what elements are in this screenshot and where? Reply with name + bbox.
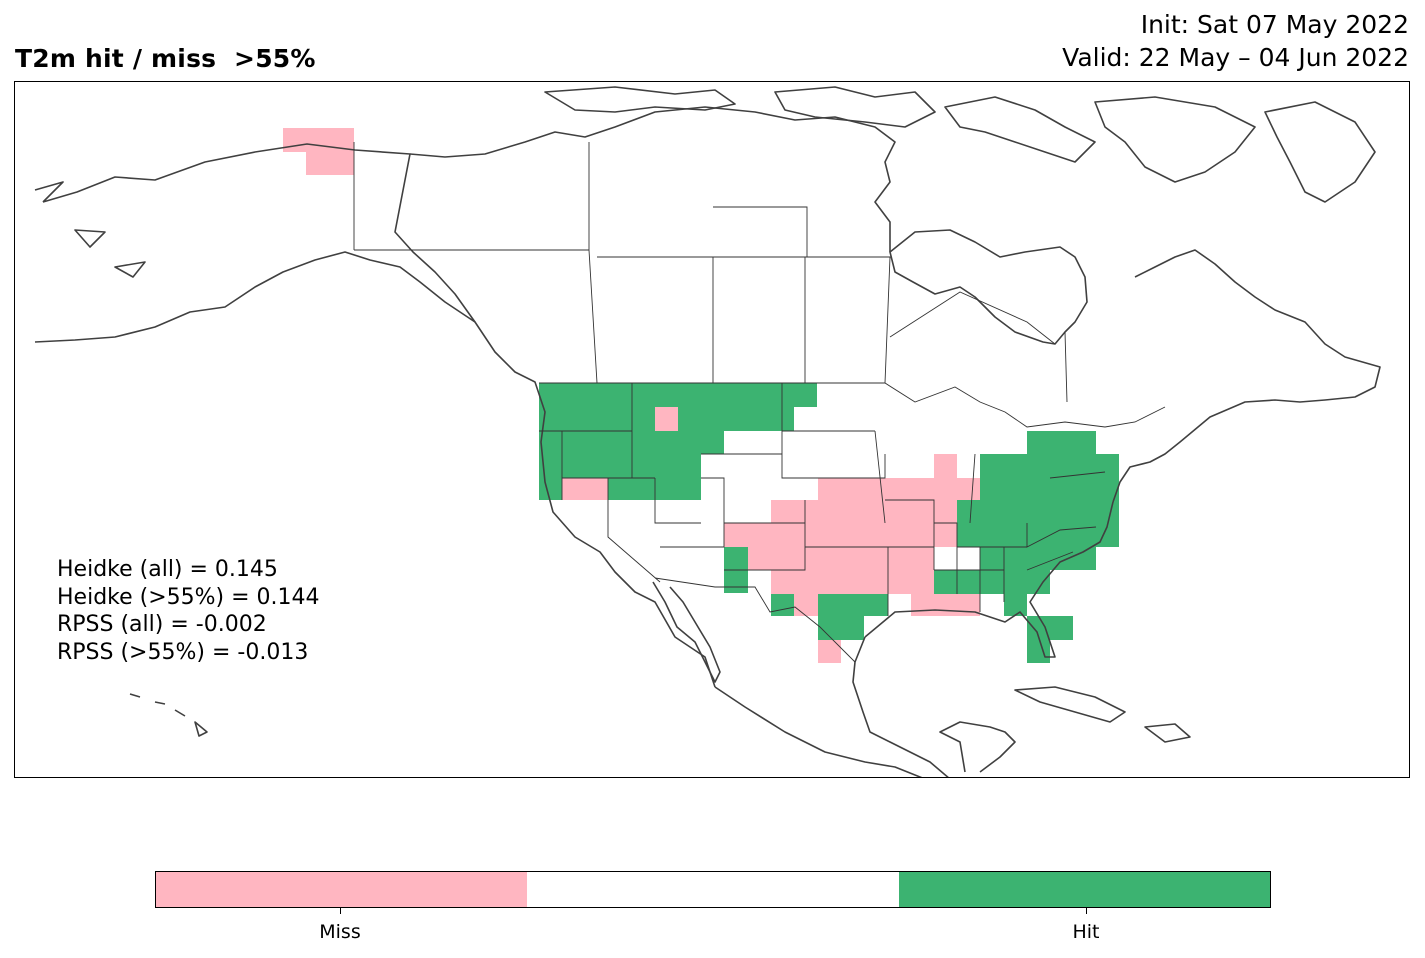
coastlines xyxy=(34,86,1381,777)
miss-cell-alaska xyxy=(283,128,354,175)
valid-period: Valid: 22 May – 04 Jun 2022 xyxy=(1062,43,1409,72)
heidke-all: Heidke (all) = 0.145 xyxy=(57,557,278,582)
us-mexico-border xyxy=(654,577,856,663)
political-borders xyxy=(353,142,1166,663)
baja-coast xyxy=(652,581,721,683)
colorbar-neutral xyxy=(527,872,899,907)
cuba xyxy=(1014,686,1126,723)
atlantic-coast xyxy=(1112,249,1381,503)
pacific-coast xyxy=(474,321,716,688)
hawaii xyxy=(129,693,208,737)
rpss-gt55: RPSS (>55%) = -0.013 xyxy=(57,639,309,665)
arctic-islands xyxy=(544,86,1376,203)
hit-region-northwest xyxy=(539,383,817,500)
heidke-gt55: Heidke (>55%) = 0.144 xyxy=(57,584,320,610)
hit-cell-idaho xyxy=(608,478,632,500)
arctic-coast xyxy=(409,106,896,252)
miss-cell-nevada xyxy=(562,478,608,500)
map-canvas xyxy=(34,86,1381,777)
forecast-cells xyxy=(283,128,1119,663)
colorbar-label-miss: Miss xyxy=(319,921,361,943)
colorbar-miss xyxy=(156,872,528,907)
map-panel xyxy=(14,81,1410,778)
hispaniola xyxy=(1144,723,1191,743)
hit-cell-westtexas xyxy=(771,594,794,616)
hudson-bay xyxy=(889,229,1088,345)
init-date: Init: Sat 07 May 2022 xyxy=(1140,10,1409,39)
us-state-lines xyxy=(539,383,1106,616)
alaska-islands xyxy=(34,181,146,278)
colorbar-tick-miss xyxy=(340,908,341,914)
colorbar-hit xyxy=(898,872,1270,907)
colorbar-tick-hit xyxy=(1086,908,1087,914)
rpss-all: RPSS (all) = -0.002 xyxy=(57,612,267,637)
alaska-coast xyxy=(34,143,476,343)
map-title: T2m hit / miss >55% xyxy=(15,44,316,73)
skill-scores: Heidke (all) = 0.145 Heidke (>55%) = 0.1… xyxy=(57,556,320,666)
miss-cell-montana xyxy=(655,407,678,431)
hit-region-texas-coast xyxy=(818,594,888,640)
colorbar-label-hit: Hit xyxy=(1072,921,1100,943)
canada-provinces xyxy=(354,142,1068,403)
colorbar xyxy=(155,871,1271,908)
us-canada-border xyxy=(539,382,1166,428)
mexico-coast xyxy=(714,686,923,777)
gulf-coast xyxy=(852,501,1114,777)
